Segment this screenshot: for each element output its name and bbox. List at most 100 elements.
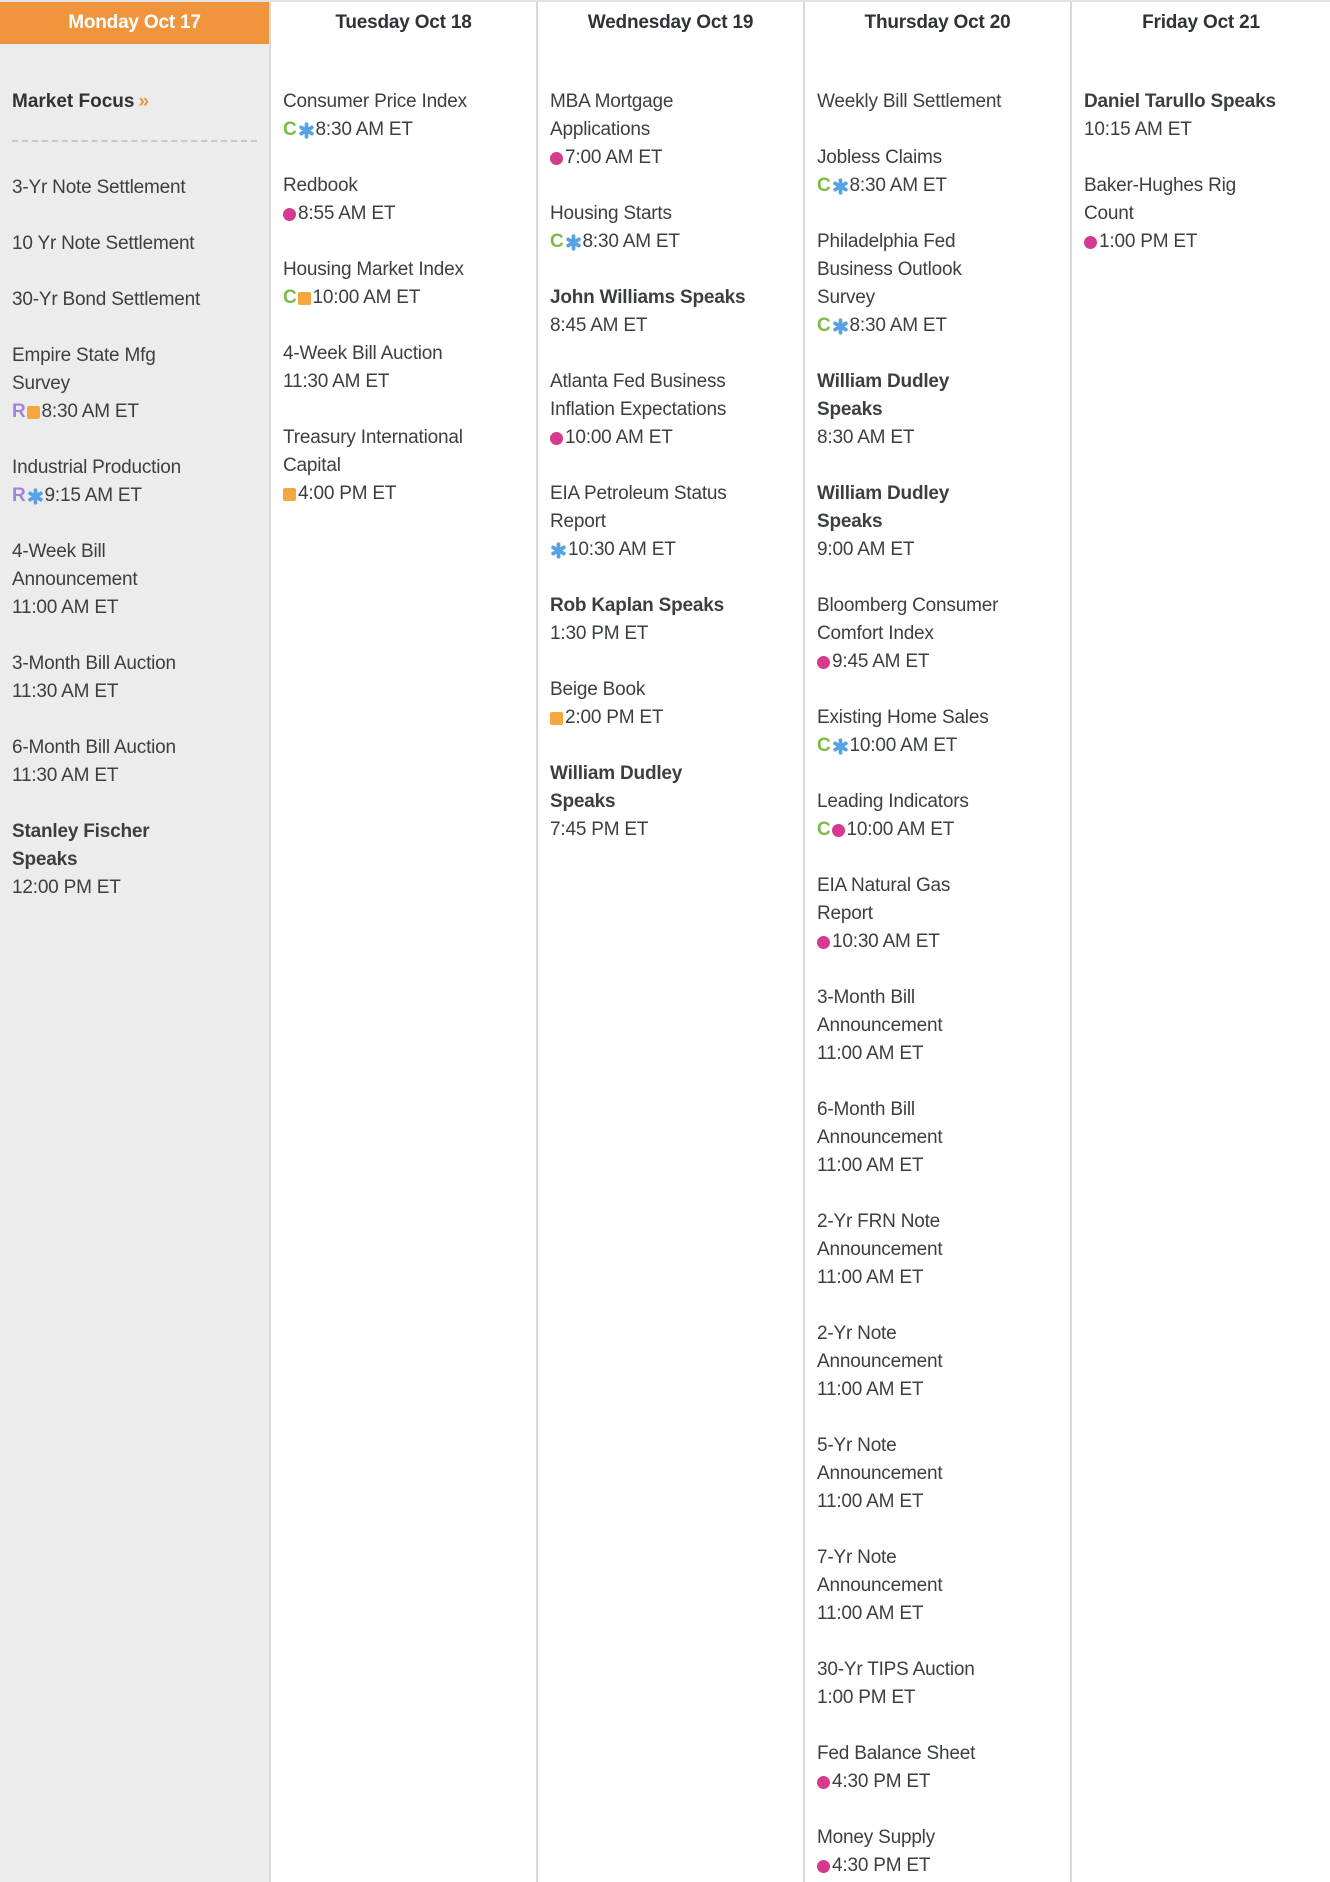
event-title[interactable]: Industrial Production bbox=[12, 457, 182, 478]
event-item: 3-Month Bill Announcement 11:00 AM ET bbox=[817, 984, 1058, 1068]
event-item: 4-Week Bill Announcement 11:00 AM ET bbox=[12, 538, 257, 622]
event-title[interactable]: Baker-Hughes Rig Count bbox=[1084, 175, 1237, 224]
event-title[interactable]: Daniel Tarullo Speaks bbox=[1084, 91, 1276, 112]
event-time: 8:30 AM ET bbox=[315, 119, 413, 140]
event-item: William Dudley Speaks 8:30 AM ET bbox=[817, 368, 1058, 452]
event-time-row: C 8:30 AM ET bbox=[817, 172, 1058, 200]
event-title[interactable]: Beige Book bbox=[550, 679, 646, 700]
day-column-wednesday: Wednesday Oct 19 MBA Mortgage Applicatio… bbox=[538, 2, 805, 1882]
star-icon bbox=[565, 233, 582, 251]
event-time-row: 4:30 PM ET bbox=[817, 1768, 1058, 1796]
event-item: Bloomberg Consumer Comfort Index 9:45 AM… bbox=[817, 592, 1058, 676]
day-header-tuesday[interactable]: Tuesday Oct 18 bbox=[335, 12, 472, 33]
event-title[interactable]: Stanley Fischer Speaks bbox=[12, 821, 150, 870]
day-header-friday[interactable]: Friday Oct 21 bbox=[1142, 12, 1260, 33]
event-item: Atlanta Fed Business Inflation Expectati… bbox=[550, 368, 791, 452]
event-title[interactable]: John Williams Speaks bbox=[550, 287, 746, 308]
event-time-row: 10:00 AM ET bbox=[550, 424, 791, 452]
event-title[interactable]: 5-Yr Note Announcement bbox=[817, 1435, 943, 1484]
event-time-row: 8:45 AM ET bbox=[550, 312, 791, 340]
day-header-thursday[interactable]: Thursday Oct 20 bbox=[864, 12, 1011, 33]
event-title[interactable]: 30-Yr Bond Settlement bbox=[12, 289, 201, 310]
event-title[interactable]: MBA Mortgage Applications bbox=[550, 91, 674, 140]
event-title[interactable]: Empire State Mfg Survey bbox=[12, 345, 156, 394]
event-time-row: 10:30 AM ET bbox=[817, 928, 1058, 956]
event-title[interactable]: 3-Yr Note Settlement bbox=[12, 177, 186, 198]
consensus-c-icon: C bbox=[817, 175, 831, 196]
event-title[interactable]: Bloomberg Consumer Comfort Index bbox=[817, 595, 999, 644]
event-title[interactable]: Existing Home Sales bbox=[817, 707, 989, 728]
event-title[interactable]: Housing Market Index bbox=[283, 259, 464, 280]
day-header-wednesday[interactable]: Wednesday Oct 19 bbox=[587, 12, 754, 33]
event-title[interactable]: Philadelphia Fed Business Outlook Survey bbox=[817, 231, 962, 308]
event-title[interactable]: EIA Petroleum Status Report bbox=[550, 483, 727, 532]
event-item: William Dudley Speaks 9:00 AM ET bbox=[817, 480, 1058, 564]
event-time-row: 11:00 AM ET bbox=[817, 1488, 1058, 1516]
event-item: Beige Book 2:00 PM ET bbox=[550, 676, 791, 732]
event-item: John Williams Speaks 8:45 AM ET bbox=[550, 284, 791, 340]
event-title[interactable]: 30-Yr TIPS Auction bbox=[817, 1659, 975, 1680]
event-title[interactable]: Consumer Price Index bbox=[283, 91, 467, 112]
event-title[interactable]: Jobless Claims bbox=[817, 147, 942, 168]
day-body-tuesday: Consumer Price Index C 8:30 AM ET Redboo… bbox=[271, 44, 536, 1882]
released-r-icon: R bbox=[12, 401, 26, 422]
event-title[interactable]: 3-Month Bill Announcement bbox=[817, 987, 943, 1036]
event-item: Stanley Fischer Speaks 12:00 PM ET bbox=[12, 818, 257, 902]
day-column-tuesday: Tuesday Oct 18 Consumer Price Index C 8:… bbox=[271, 2, 538, 1882]
consensus-c-icon: C bbox=[817, 735, 831, 756]
event-title[interactable]: 4-Week Bill Auction bbox=[283, 343, 443, 364]
event-item: 10 Yr Note Settlement bbox=[12, 230, 257, 258]
event-time: 11:00 AM ET bbox=[12, 597, 119, 618]
event-title[interactable]: 10 Yr Note Settlement bbox=[12, 233, 195, 254]
event-title[interactable]: 3-Month Bill Auction bbox=[12, 653, 176, 674]
event-title[interactable]: Weekly Bill Settlement bbox=[817, 91, 1002, 112]
square-icon bbox=[283, 487, 296, 501]
day-header-monday[interactable]: Monday Oct 17 bbox=[0, 2, 269, 44]
event-time: 10:30 AM ET bbox=[568, 539, 676, 560]
event-title[interactable]: 4-Week Bill Announcement bbox=[12, 541, 138, 590]
event-title[interactable]: Redbook bbox=[283, 175, 358, 196]
event-title[interactable]: Atlanta Fed Business Inflation Expectati… bbox=[550, 371, 727, 420]
event-title[interactable]: 6-Month Bill Announcement bbox=[817, 1099, 943, 1148]
event-time-row: C 10:00 AM ET bbox=[283, 284, 524, 312]
star-icon bbox=[832, 177, 849, 195]
consensus-c-icon: C bbox=[283, 119, 297, 140]
event-time-row: 11:30 AM ET bbox=[283, 368, 524, 396]
event-item: 30-Yr TIPS Auction 1:00 PM ET bbox=[817, 1656, 1058, 1712]
event-title[interactable]: Fed Balance Sheet bbox=[817, 1743, 976, 1764]
event-title[interactable]: William Dudley Speaks bbox=[817, 483, 950, 532]
consensus-c-icon: C bbox=[550, 231, 564, 252]
event-title[interactable]: 6-Month Bill Auction bbox=[12, 737, 176, 758]
event-title[interactable]: Rob Kaplan Speaks bbox=[550, 595, 724, 616]
event-title[interactable]: Money Supply bbox=[817, 1827, 936, 1848]
event-item: Redbook 8:55 AM ET bbox=[283, 172, 524, 228]
event-item: Weekly Bill Settlement bbox=[817, 88, 1058, 116]
event-time-row: 8:30 AM ET bbox=[817, 424, 1058, 452]
event-item: 30-Yr Bond Settlement bbox=[12, 286, 257, 314]
event-title[interactable]: 2-Yr FRN Note Announcement bbox=[817, 1211, 943, 1260]
event-item: Rob Kaplan Speaks 1:30 PM ET bbox=[550, 592, 791, 648]
event-item: Money Supply 4:30 PM ET bbox=[817, 1824, 1058, 1880]
star-icon bbox=[27, 487, 44, 505]
dot-icon bbox=[550, 431, 563, 445]
event-item: 4-Week Bill Auction 11:30 AM ET bbox=[283, 340, 524, 396]
event-item: Housing Starts C 8:30 AM ET bbox=[550, 200, 791, 256]
event-title[interactable]: 2-Yr Note Announcement bbox=[817, 1323, 943, 1372]
event-title[interactable]: Housing Starts bbox=[550, 203, 672, 224]
day-body-monday: Market Focus» 3-Yr Note Settlement 10 Yr… bbox=[0, 44, 269, 1882]
event-item: Empire State Mfg Survey R 8:30 AM ET bbox=[12, 342, 257, 426]
event-item: 3-Month Bill Auction 11:30 AM ET bbox=[12, 650, 257, 706]
event-item: 6-Month Bill Announcement 11:00 AM ET bbox=[817, 1096, 1058, 1180]
market-focus-link[interactable]: Market Focus» bbox=[12, 88, 257, 116]
event-title[interactable]: William Dudley Speaks bbox=[550, 763, 683, 812]
event-title[interactable]: EIA Natural Gas Report bbox=[817, 875, 951, 924]
event-time-row: 1:30 PM ET bbox=[550, 620, 791, 648]
event-item: 7-Yr Note Announcement 11:00 AM ET bbox=[817, 1544, 1058, 1628]
event-title[interactable]: Treasury International Capital bbox=[283, 427, 463, 476]
event-item: MBA Mortgage Applications 7:00 AM ET bbox=[550, 88, 791, 172]
event-title[interactable]: 7-Yr Note Announcement bbox=[817, 1547, 943, 1596]
event-title[interactable]: Leading Indicators bbox=[817, 791, 969, 812]
event-item: Jobless Claims C 8:30 AM ET bbox=[817, 144, 1058, 200]
event-title[interactable]: William Dudley Speaks bbox=[817, 371, 950, 420]
